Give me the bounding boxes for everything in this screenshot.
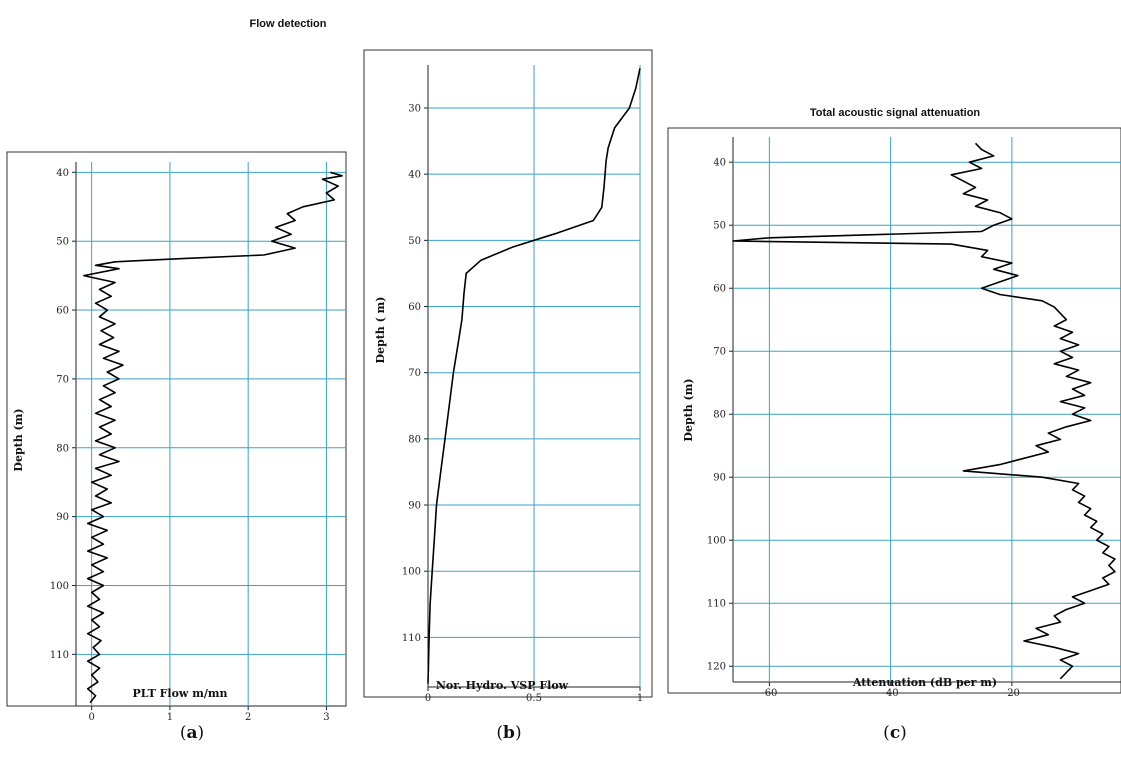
y-tick-label: 50 xyxy=(713,221,726,232)
y-tick-label: 60 xyxy=(713,284,726,295)
x-tick-label: -40 xyxy=(883,688,899,699)
x-axis-label: Attenuation (dB per m) xyxy=(852,676,997,689)
y-tick-label: 70 xyxy=(713,347,726,358)
x-tick-label: 0 xyxy=(425,693,431,704)
x-tick-label: -20 xyxy=(1004,688,1020,699)
y-tick-label: 110 xyxy=(402,633,421,644)
x-tick-label: 3 xyxy=(323,712,329,723)
y-tick-label: 120 xyxy=(707,662,726,673)
title-acoustic-attenuation: Total acoustic signal attenuation xyxy=(809,107,981,119)
x-tick-label: 0 xyxy=(88,712,94,723)
y-tick-label: 50 xyxy=(56,237,69,248)
y-tick-label: 100 xyxy=(707,536,726,547)
panel-frame xyxy=(363,49,653,698)
panel-frame xyxy=(667,127,1121,694)
panel-frame xyxy=(6,151,347,707)
y-tick-label: 100 xyxy=(402,567,421,578)
caption-c: (c) xyxy=(883,723,907,743)
x-tick-label: -60 xyxy=(761,688,777,699)
y-axis-label: Depth ( m) xyxy=(374,296,387,363)
x-axis-label: Nor. Hydro. VSP Flow xyxy=(436,679,569,692)
y-tick-label: 70 xyxy=(56,374,69,385)
series-line-a-0 xyxy=(83,171,343,704)
x-axis-label: PLT Flow m/mn xyxy=(132,687,227,700)
y-axis-label: Depth (m) xyxy=(12,408,25,471)
series-line-c-0 xyxy=(732,142,1116,680)
chart-panel-b: 0 0.5 1 30 40 50 60 70 80 90 100 110 Nor. Hydro. VSP… xyxy=(363,49,653,704)
y-tick-label: 80 xyxy=(56,443,69,454)
chart-panel-c: -60 -40 -20 40 50 60 70 80 90 100 110 120 Attenuatio… xyxy=(667,127,1121,699)
caption-b: (b) xyxy=(496,723,522,743)
y-tick-label: 80 xyxy=(713,410,726,421)
series-line-b-0 xyxy=(427,68,641,684)
y-tick-label: 70 xyxy=(408,368,421,379)
y-tick-label: 90 xyxy=(408,501,421,512)
y-tick-label: 100 xyxy=(50,581,69,592)
x-tick-label: 0.5 xyxy=(526,693,542,704)
x-tick-label: 1 xyxy=(637,693,643,704)
x-tick-label: 2 xyxy=(245,712,251,723)
chart-panel-a: 0 1 2 3 40 50 60 70 80 90 100 110 PLT Flow m/mn Depth… xyxy=(6,151,347,723)
y-tick-label: 60 xyxy=(56,306,69,317)
y-tick-label: 40 xyxy=(713,158,726,169)
y-axis-label: Depth (m) xyxy=(682,378,695,441)
y-tick-label: 110 xyxy=(50,650,69,661)
y-tick-label: 90 xyxy=(713,473,726,484)
y-tick-label: 60 xyxy=(408,302,421,313)
title-flow-detection: Flow detection xyxy=(249,18,327,30)
y-tick-label: 90 xyxy=(56,512,69,523)
x-tick-label: 1 xyxy=(167,712,173,723)
y-tick-label: 50 xyxy=(408,236,421,247)
y-tick-label: 40 xyxy=(408,170,421,181)
y-tick-label: 40 xyxy=(56,168,69,179)
y-tick-label: 80 xyxy=(408,434,421,445)
caption-a: (a) xyxy=(179,723,205,743)
y-tick-label: 110 xyxy=(707,599,726,610)
y-tick-label: 30 xyxy=(408,104,421,115)
